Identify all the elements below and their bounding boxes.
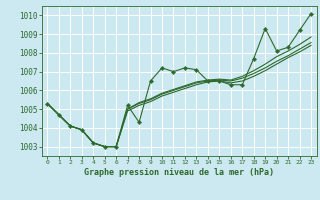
- X-axis label: Graphe pression niveau de la mer (hPa): Graphe pression niveau de la mer (hPa): [84, 168, 274, 177]
